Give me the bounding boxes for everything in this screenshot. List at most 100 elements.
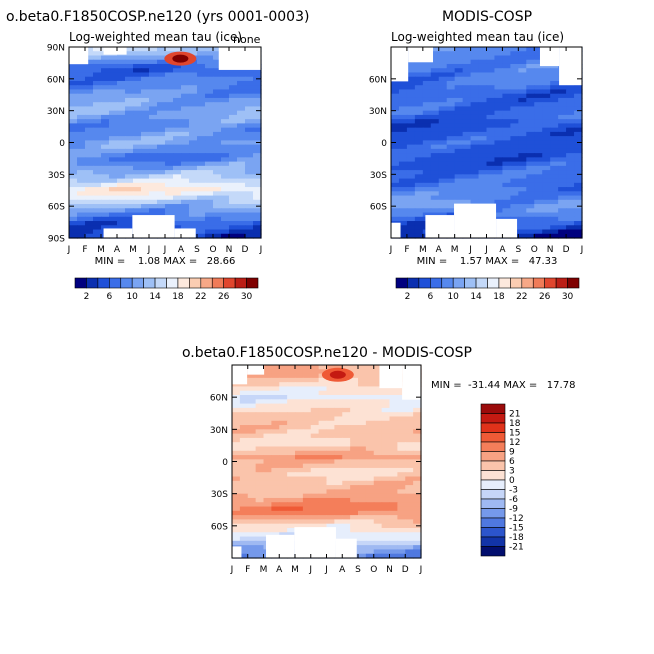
heatmap-cell <box>229 221 238 226</box>
model-stats: MIN = 1.08 MAX = 28.66 <box>95 256 236 267</box>
heatmap-cell <box>365 536 375 542</box>
heatmap-cell <box>287 399 296 405</box>
heatmap-cell <box>247 420 257 426</box>
heatmap-cell <box>542 157 551 163</box>
heatmap-cell <box>173 208 182 214</box>
heatmap-cell <box>165 208 174 214</box>
heatmap-cell <box>255 553 265 559</box>
heatmap-cell <box>77 199 86 205</box>
heatmap-cell <box>534 229 543 235</box>
heatmap-cell <box>326 467 335 473</box>
heatmap-cell <box>197 144 206 150</box>
heatmap-cell <box>462 51 472 57</box>
heatmap-cell <box>526 153 535 158</box>
heatmap-cell <box>232 519 241 525</box>
missing-data-region <box>247 365 265 375</box>
heatmap-cell <box>342 429 351 435</box>
x-tick-label: M <box>291 565 299 575</box>
heatmap-cell <box>232 433 241 439</box>
heatmap-cell <box>334 425 343 430</box>
heatmap-cell <box>518 229 527 235</box>
heatmap-cell <box>237 221 246 226</box>
heatmap-cell <box>526 76 535 82</box>
heatmap-cell <box>494 63 504 69</box>
heatmap-cell <box>381 429 391 435</box>
heatmap-cell <box>181 72 190 78</box>
heatmap-cell <box>566 233 575 239</box>
heatmap-cell <box>77 225 86 231</box>
heatmap-cell <box>326 442 335 448</box>
heatmap-cell <box>326 510 335 516</box>
heatmap-cell <box>181 144 190 150</box>
heatmap-cell <box>542 182 551 188</box>
heatmap-cell <box>470 80 480 86</box>
heatmap-cell <box>406 106 416 112</box>
heatmap-cell <box>232 510 241 516</box>
heatmap-cell <box>478 85 488 91</box>
heatmap-cell <box>239 493 249 499</box>
heatmap-cell <box>287 485 296 490</box>
heatmap-cell <box>358 459 367 465</box>
heatmap-cell <box>502 127 511 133</box>
heatmap-cell <box>542 191 551 197</box>
heatmap-cell <box>125 93 134 99</box>
heatmap-cell <box>141 76 150 82</box>
heatmap-cell <box>245 68 254 74</box>
heatmap-cell <box>373 519 383 525</box>
heatmap-cell <box>510 195 519 201</box>
heatmap-cell <box>232 407 241 413</box>
heatmap-cell <box>558 85 567 91</box>
heatmap-cell <box>413 549 422 555</box>
heatmap-cell <box>478 153 488 158</box>
heatmap-cell <box>398 85 408 91</box>
heatmap-cell <box>430 157 440 163</box>
heatmap-cell <box>149 110 158 116</box>
heatmap-cell <box>318 399 328 405</box>
heatmap-cell <box>165 195 174 201</box>
heatmap-cell <box>117 68 126 74</box>
heatmap-cell <box>318 395 328 400</box>
heatmap-cell <box>391 114 400 120</box>
colorbar-swatch <box>480 489 506 500</box>
heatmap-cell <box>101 225 110 231</box>
colorbar-swatch <box>120 277 133 289</box>
heatmap-cell <box>398 140 408 146</box>
heatmap-cell <box>93 97 102 103</box>
heatmap-cell <box>326 463 335 469</box>
heatmap-cell <box>326 403 335 409</box>
heatmap-cell <box>566 199 575 205</box>
heatmap-cell <box>125 225 134 231</box>
heatmap-cell <box>391 102 400 108</box>
heatmap-cell <box>365 403 375 409</box>
heatmap-cell <box>237 178 246 184</box>
y-tick-label: 60S <box>48 203 65 213</box>
heatmap-cell <box>69 136 78 141</box>
heatmap-cell <box>350 425 359 430</box>
heatmap-cell <box>229 195 238 201</box>
heatmap-cell <box>334 527 343 533</box>
heatmap-cell <box>391 123 400 129</box>
heatmap-cell <box>77 72 86 78</box>
heatmap-cell <box>373 480 383 486</box>
heatmap-cell <box>205 110 214 116</box>
heatmap-cell <box>550 97 559 103</box>
heatmap-cell <box>486 97 496 103</box>
heatmap-cell <box>566 208 575 214</box>
heatmap-cell <box>381 476 391 482</box>
heatmap-cell <box>245 93 254 99</box>
heatmap-cell <box>93 144 102 150</box>
heatmap-cell <box>318 510 328 516</box>
heatmap-cell <box>213 165 222 171</box>
heatmap-cell <box>181 106 190 112</box>
heatmap-cell <box>101 89 110 95</box>
heatmap-cell <box>165 170 174 175</box>
heatmap-cell <box>558 199 567 205</box>
heatmap-cell <box>373 497 383 503</box>
heatmap-cell <box>157 119 166 124</box>
heatmap-cell <box>542 153 551 158</box>
heatmap-cell <box>365 506 375 512</box>
heatmap-cell <box>263 407 272 413</box>
heatmap-cell <box>101 212 110 218</box>
heatmap-cell <box>263 485 272 490</box>
